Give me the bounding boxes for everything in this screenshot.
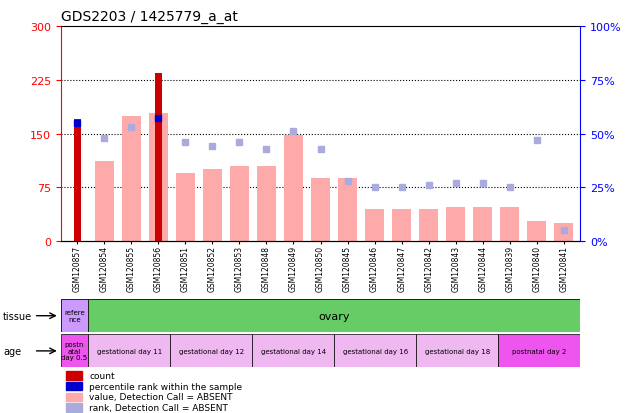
Bar xyxy=(392,209,411,242)
Text: gestational day 16: gestational day 16 xyxy=(342,348,408,354)
Bar xyxy=(74,120,81,242)
Text: postn
atal
day 0.5: postn atal day 0.5 xyxy=(62,342,88,361)
Bar xyxy=(155,74,162,242)
Text: gestational day 11: gestational day 11 xyxy=(97,348,162,354)
Bar xyxy=(176,173,195,242)
Text: rank, Detection Call = ABSENT: rank, Detection Call = ABSENT xyxy=(90,404,228,412)
Bar xyxy=(501,207,519,242)
Bar xyxy=(554,224,573,242)
Bar xyxy=(284,135,303,242)
Bar xyxy=(419,209,438,242)
Bar xyxy=(66,382,81,390)
Text: gestational day 18: gestational day 18 xyxy=(424,348,490,354)
Text: GDS2203 / 1425779_a_at: GDS2203 / 1425779_a_at xyxy=(61,10,238,24)
Bar xyxy=(446,207,465,242)
Bar xyxy=(61,335,88,368)
Text: gestational day 12: gestational day 12 xyxy=(179,348,244,354)
Bar xyxy=(149,114,168,242)
Bar xyxy=(230,166,249,242)
Bar xyxy=(66,371,81,380)
Text: age: age xyxy=(3,346,21,356)
Text: ovary: ovary xyxy=(319,311,350,321)
Bar xyxy=(338,178,357,242)
Bar xyxy=(171,335,252,368)
Text: tissue: tissue xyxy=(3,311,32,321)
Bar xyxy=(252,335,334,368)
Bar xyxy=(88,335,171,368)
Text: value, Detection Call = ABSENT: value, Detection Call = ABSENT xyxy=(90,392,233,401)
Text: count: count xyxy=(90,371,115,380)
Bar xyxy=(365,209,384,242)
Bar xyxy=(257,166,276,242)
Text: percentile rank within the sample: percentile rank within the sample xyxy=(90,382,242,391)
Bar xyxy=(416,335,498,368)
Bar xyxy=(122,116,140,242)
Bar xyxy=(528,221,546,242)
Bar xyxy=(498,335,580,368)
Bar xyxy=(66,393,81,401)
Bar xyxy=(311,178,330,242)
Bar xyxy=(66,404,81,412)
Bar xyxy=(334,335,416,368)
Text: postnatal day 2: postnatal day 2 xyxy=(512,348,566,354)
Text: refere
nce: refere nce xyxy=(64,309,85,323)
Text: gestational day 14: gestational day 14 xyxy=(261,348,326,354)
Bar xyxy=(95,161,113,242)
Bar xyxy=(203,170,222,242)
Bar xyxy=(473,207,492,242)
Bar xyxy=(61,299,88,332)
